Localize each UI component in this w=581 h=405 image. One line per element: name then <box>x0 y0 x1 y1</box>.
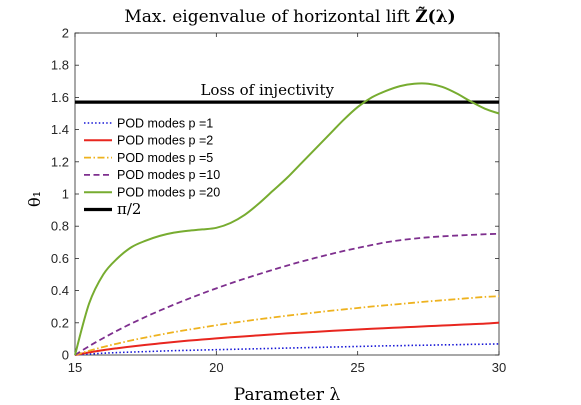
y-axis-label: θ₁ <box>25 191 44 207</box>
chart-title: Max. eigenvalue of horizontal lift Z̃(λ) <box>124 7 455 27</box>
series-layer <box>74 82 500 356</box>
y-tick-label: 0.2 <box>51 315 69 330</box>
y-tick-label: 1.8 <box>51 58 69 73</box>
series-line-p1 <box>74 343 500 356</box>
y-tick-label: 0.6 <box>51 251 69 266</box>
series-line-p20 <box>74 82 500 356</box>
y-tick-label: 1.4 <box>51 122 69 137</box>
x-tick-label: 15 <box>68 360 82 375</box>
y-tick-label: 1.6 <box>51 90 69 105</box>
y-tick-label: 0.8 <box>51 219 69 234</box>
legend-label: POD modes p =20 <box>117 186 220 200</box>
series-line-p5 <box>74 295 500 356</box>
x-tick-label: 30 <box>492 360 506 375</box>
x-axis-label: Parameter λ <box>234 385 341 405</box>
x-tick-label: 25 <box>350 360 364 375</box>
x-axis: 15 20 25 30 <box>68 33 506 375</box>
y-tick-label: 2 <box>62 26 69 41</box>
legend: POD modes p =1 POD modes p =2 POD modes p … <box>84 116 220 218</box>
y-tick-label: 0 <box>62 348 69 363</box>
y-axis: 0 0.2 0.4 0.6 0.8 1 1.2 1.4 1.6 1.8 2 <box>51 26 499 363</box>
legend-label: POD modes p =1 <box>117 116 213 130</box>
y-tick-label: 1.2 <box>51 154 69 169</box>
series-line-p2 <box>74 321 500 356</box>
legend-label: POD modes p =5 <box>117 151 213 165</box>
legend-label: POD modes p =10 <box>117 168 220 182</box>
x-tick-label: 20 <box>209 360 223 375</box>
legend-label: π/2 <box>117 200 141 218</box>
loss-of-injectivity-annotation: Loss of injectivity <box>200 81 334 99</box>
y-tick-label: 0.4 <box>51 283 69 298</box>
legend-label: POD modes p =2 <box>117 134 213 148</box>
y-tick-label: 1 <box>62 187 69 202</box>
series-line-p10 <box>74 232 500 356</box>
